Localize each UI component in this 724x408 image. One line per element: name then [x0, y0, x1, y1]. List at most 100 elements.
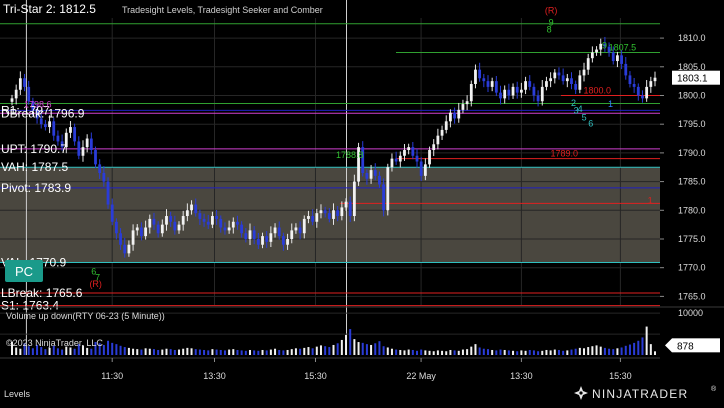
volume-bar [73, 348, 76, 355]
price-bar-body [578, 75, 582, 90]
price-tick-label: 1790.0 [678, 148, 706, 158]
volume-bar [194, 349, 197, 355]
volume-axis[interactable]: 10000 878 [665, 308, 720, 353]
volume-bar [315, 346, 318, 355]
price-bar-body [344, 201, 348, 208]
price-bar-body [461, 104, 465, 110]
price-bar-body [198, 213, 202, 219]
price-bar-body [52, 121, 56, 136]
price-bar-body [169, 216, 173, 222]
price-bar-body [616, 55, 619, 62]
price-bar-body [286, 238, 289, 245]
volume-bar [223, 350, 226, 355]
price-bar-body [319, 210, 323, 214]
volume-bar [211, 349, 214, 355]
volume-bar [624, 345, 627, 355]
price-axis[interactable]: 1765.0 1770.0 1775.0 1780.0 1785.0 1790.0 1795… [660, 33, 720, 301]
volume-bar [86, 347, 89, 355]
price-bar-body [102, 172, 106, 182]
volume-bar [486, 349, 489, 355]
price-bar-body [444, 121, 448, 130]
price-bar-body [227, 227, 231, 231]
price-bar-body [60, 141, 64, 148]
price-bar-body [557, 72, 561, 76]
price-bar-body [561, 75, 565, 82]
price-bar-body [265, 236, 269, 242]
volume-bar [378, 341, 381, 355]
volume-bar [207, 350, 210, 355]
price-bar-body [77, 141, 81, 156]
volume-bar [637, 340, 640, 355]
volume-bar [169, 349, 172, 355]
time-axis[interactable]: 11:30 13:30 15:30 22 May 13:30 15:30 [101, 358, 632, 381]
volume-bar [374, 343, 377, 355]
seeker-marker: (R) [545, 5, 558, 15]
price-bar-body [323, 210, 327, 214]
price-bar-body [365, 172, 369, 179]
price-bar-body [432, 144, 436, 151]
pc-button-label[interactable]: PC [15, 264, 33, 279]
price-bar-body [411, 147, 415, 156]
volume-bar [491, 349, 494, 355]
volume-bar [562, 350, 565, 355]
volume-bar [269, 349, 272, 355]
volume-bar [407, 349, 410, 355]
price-bar-body [315, 213, 319, 222]
price-bar-body [373, 170, 377, 176]
price-bar-body [565, 78, 569, 82]
price-bar-body [69, 127, 72, 133]
price-tick-label: 1785.0 [678, 177, 706, 187]
volume-bar [386, 347, 389, 355]
price-bar-body [352, 181, 356, 217]
volume-bar [244, 350, 247, 355]
price-bar-body [81, 147, 85, 156]
volume-bars [11, 326, 656, 355]
pc-button[interactable]: PC [5, 260, 43, 282]
price-bar-body [269, 233, 273, 242]
price-bar-body [486, 81, 490, 87]
volume-bar [40, 347, 43, 355]
seeker-marker: 9 [602, 40, 607, 50]
price-bar-body [532, 86, 536, 96]
level-name-label: 1798.6 [24, 100, 52, 110]
price-bar-body [503, 89, 507, 99]
price-bar-body [140, 227, 143, 237]
pc-button-bg[interactable] [5, 260, 43, 282]
seeker-marker: 7 [95, 272, 100, 282]
price-bar-body [148, 218, 152, 228]
price-bar-body [394, 158, 398, 162]
volume-bar [324, 346, 327, 355]
volume-bar [482, 348, 485, 355]
volume-bar [361, 342, 364, 355]
price-bar-body [39, 118, 43, 125]
volume-bar [566, 350, 569, 355]
price-bar-body [636, 86, 640, 96]
price-bar-body [603, 43, 607, 47]
price-bar-body [261, 236, 264, 245]
price-bar-body [135, 227, 139, 231]
volume-bar [357, 342, 360, 355]
volume-grid [0, 312, 660, 335]
volume-bar [31, 348, 34, 355]
volume-bar [453, 350, 456, 355]
volume-bar [286, 349, 289, 355]
price-bar-body [85, 138, 89, 148]
volume-panel[interactable]: 10000 878 [0, 308, 720, 355]
price-bar-body [131, 230, 135, 245]
volume-bar [319, 345, 322, 355]
volume-bar [257, 350, 260, 355]
price-bar-body [515, 86, 519, 93]
volume-bar [478, 347, 481, 355]
volume-bar [432, 351, 435, 355]
price-tick-label: 1770.0 [678, 263, 706, 273]
price-bar-body [119, 233, 122, 245]
price-bar-body [302, 218, 306, 234]
price-bar-body [10, 98, 14, 102]
volume-title: Volume up down(RTY 06-23 (5 Minute)) [6, 311, 165, 321]
price-bar-body [273, 227, 277, 234]
volume-bar [265, 350, 268, 355]
volume-bar [603, 347, 606, 355]
volume-bar [307, 347, 310, 355]
